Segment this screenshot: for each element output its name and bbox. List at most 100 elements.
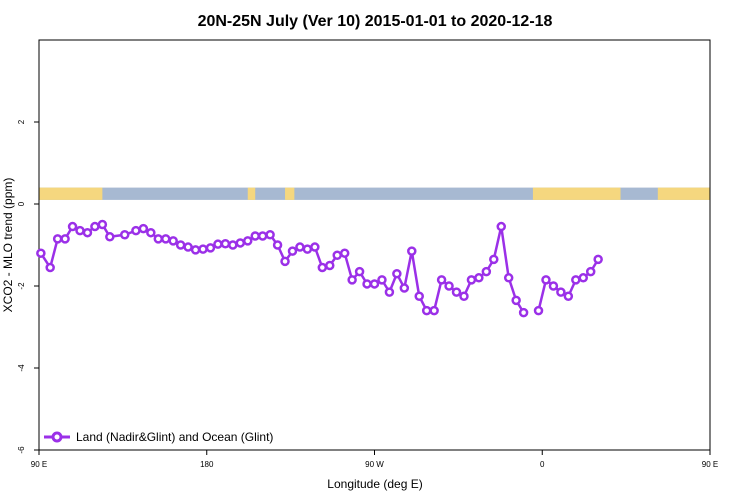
data-point [250,231,260,241]
x-tick-label: 90 E [31,460,47,469]
plot-frame [38,39,711,451]
data-point [571,275,581,285]
data-point [369,279,380,289]
land-patch [39,187,103,200]
y-tick-label: -6 [17,446,26,454]
data-point [272,240,283,250]
x-tick-label: 90 E [702,460,718,469]
data-point [466,275,477,285]
data-point [228,240,238,250]
data-point [138,223,149,234]
data-point [354,266,365,277]
y-tick-label: 0 [17,201,26,206]
data-point [511,295,521,306]
data-point [213,239,223,249]
y-axis: -6 -4 -2 0 2 [17,119,39,454]
data-point [287,246,298,256]
data-point [563,291,574,301]
x-tick-label: 0 [540,460,545,469]
data-point [52,234,63,244]
series-layer [36,219,603,318]
y-tick-label: -4 [17,364,26,372]
data-point [310,242,320,252]
data-point [421,305,432,316]
data-point [60,234,70,244]
data-point [347,275,357,285]
data-point [444,281,454,291]
data-point [105,232,115,242]
legend-label: Land (Nadir&Glint) and Ocean (Glint) [76,430,273,444]
data-point [332,250,342,260]
data-point [325,260,335,271]
data-point [160,234,171,244]
x-axis-label: Longitude (deg E) [327,477,422,491]
data-point [75,225,85,236]
data-point [518,307,529,318]
data-point [175,240,186,250]
data-point [243,236,253,246]
x-tick-label: 180 [200,460,214,469]
data-point [451,287,462,297]
data-point [556,287,566,297]
x-axis: 90 E 180 90 W 0 90 E [31,450,718,469]
data-point [295,242,305,252]
land-patch [285,187,295,200]
legend: Land (Nadir&Glint) and Ocean (Glint) [44,430,273,444]
data-point [317,262,328,273]
data-point [82,227,93,238]
data-point [481,266,492,277]
data-point [496,221,506,232]
data-point [414,291,424,301]
data-point [90,221,100,232]
land-patch [657,187,710,200]
data-point [362,279,372,289]
chart-title: 20N-25N July (Ver 10) 2015-01-01 to 2020… [198,13,553,30]
data-point [474,273,484,283]
data-point [45,262,55,273]
data-point [198,244,208,254]
data-point [183,242,193,252]
data-point [392,268,402,279]
data-point [399,283,410,293]
data-point [97,219,108,230]
data-point [489,254,499,265]
data-point [280,256,290,267]
x-tick-label: 90 W [365,460,384,469]
data-point [548,281,559,291]
y-tick-label: 2 [17,119,26,124]
data-point [593,254,603,265]
data-point [36,248,46,258]
data-point [384,287,395,297]
legend-marker [51,431,63,443]
data-point [585,266,596,277]
data-point [205,243,216,253]
data-point [377,275,387,285]
land-patch [532,187,621,200]
data-point [578,273,589,283]
data-point [257,231,268,241]
data-point [503,273,514,283]
y-axis-label: XCO2 - MLO trend (ppm) [1,178,15,313]
data-point [436,275,447,285]
y-tick-label: -2 [17,282,26,290]
data-point [459,291,469,301]
data-point [407,246,417,256]
data-point [235,238,246,248]
series-line [537,258,600,311]
data-point [541,275,551,285]
data-point [339,248,350,258]
data-point [220,239,231,249]
data-point [265,230,275,240]
data-point [67,221,78,232]
land-patch [247,187,256,200]
data-point [131,225,141,236]
data-point [429,305,439,316]
data-point [153,234,164,244]
series-line [39,223,525,314]
data-point [119,230,130,240]
data-point [302,244,313,254]
data-point [533,305,544,316]
data-point [146,227,156,238]
land-ocean-strip [39,187,710,200]
